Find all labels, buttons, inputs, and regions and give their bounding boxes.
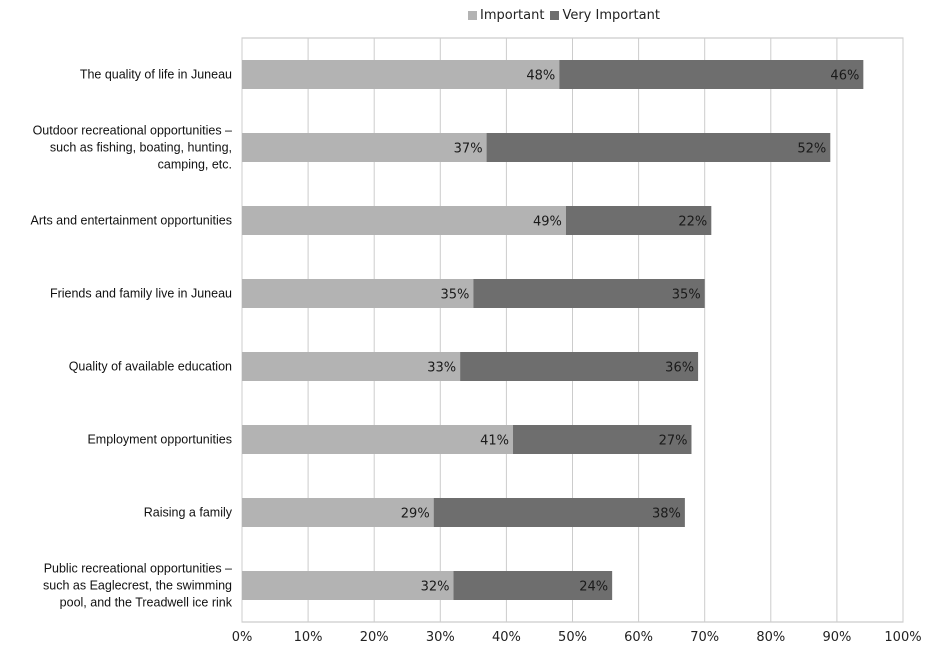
x-tick-label: 10%	[294, 630, 323, 645]
bar-segment	[242, 425, 514, 454]
x-tick-label: 70%	[690, 630, 719, 645]
data-label: 48%	[526, 69, 555, 84]
legend-item-important: Important	[468, 8, 544, 23]
legend: Important Very Important	[468, 8, 660, 23]
x-tick-label: 30%	[426, 630, 455, 645]
category-label: Outdoor recreational opportunities –	[33, 124, 232, 138]
x-tick-label: 60%	[624, 630, 653, 645]
bar-segment	[473, 279, 705, 308]
legend-label-important: Important	[480, 8, 545, 23]
x-tick-label: 100%	[884, 630, 921, 645]
data-label: 37%	[454, 142, 483, 157]
legend-label-very-important: Very Important	[562, 8, 660, 23]
category-label: pool, and the Treadwell ice rink	[60, 596, 233, 610]
category-label: Friends and family live in Juneau	[50, 287, 232, 301]
bar-segment	[559, 60, 864, 89]
category-label: camping, etc.	[158, 158, 232, 172]
category-label: Public recreational opportunities –	[44, 562, 232, 576]
x-tick-label: 0%	[232, 630, 253, 645]
data-label: 24%	[579, 580, 608, 595]
data-label: 35%	[672, 288, 701, 303]
category-label: Raising a family	[144, 506, 233, 520]
data-label: 49%	[533, 215, 562, 230]
category-label: such as fishing, boating, hunting,	[50, 141, 232, 155]
x-tick-label: 40%	[492, 630, 521, 645]
data-label: 22%	[678, 215, 707, 230]
bar-segment	[513, 425, 692, 454]
x-tick-label: 20%	[360, 630, 389, 645]
x-tick-label: 80%	[756, 630, 785, 645]
bar-segment	[453, 571, 613, 600]
bar-segment	[486, 133, 831, 162]
bar-segment	[565, 206, 712, 235]
data-label: 27%	[659, 434, 688, 449]
data-label: 33%	[427, 361, 456, 376]
bar-segment	[242, 60, 560, 89]
legend-swatch-important	[468, 11, 477, 20]
data-label: 35%	[440, 288, 469, 303]
bar-segment	[242, 571, 454, 600]
legend-swatch-very-important	[550, 11, 560, 20]
legend-item-very-important: Very Important	[550, 8, 660, 23]
data-label: 29%	[401, 507, 430, 522]
data-label: 46%	[830, 69, 859, 84]
data-label: 41%	[480, 434, 509, 449]
bar-segment	[242, 279, 474, 308]
category-label: Arts and entertainment opportunities	[30, 214, 232, 228]
data-label: 38%	[652, 507, 681, 522]
bar-segment	[433, 498, 685, 527]
x-tick-label: 50%	[558, 630, 587, 645]
data-label: 36%	[665, 361, 694, 376]
bar-segment	[460, 352, 699, 381]
x-tick-label: 90%	[822, 630, 851, 645]
category-label: The quality of life in Juneau	[80, 68, 232, 82]
bar-segment	[242, 498, 434, 527]
category-label: Employment opportunities	[87, 433, 232, 447]
category-label: such as Eaglecrest, the swimming	[43, 579, 232, 593]
bar-segment	[242, 352, 461, 381]
category-label: Quality of available education	[69, 360, 232, 374]
bar-segment	[242, 206, 566, 235]
bar-segment	[242, 133, 487, 162]
data-label: 52%	[797, 142, 826, 157]
data-label: 32%	[421, 580, 450, 595]
